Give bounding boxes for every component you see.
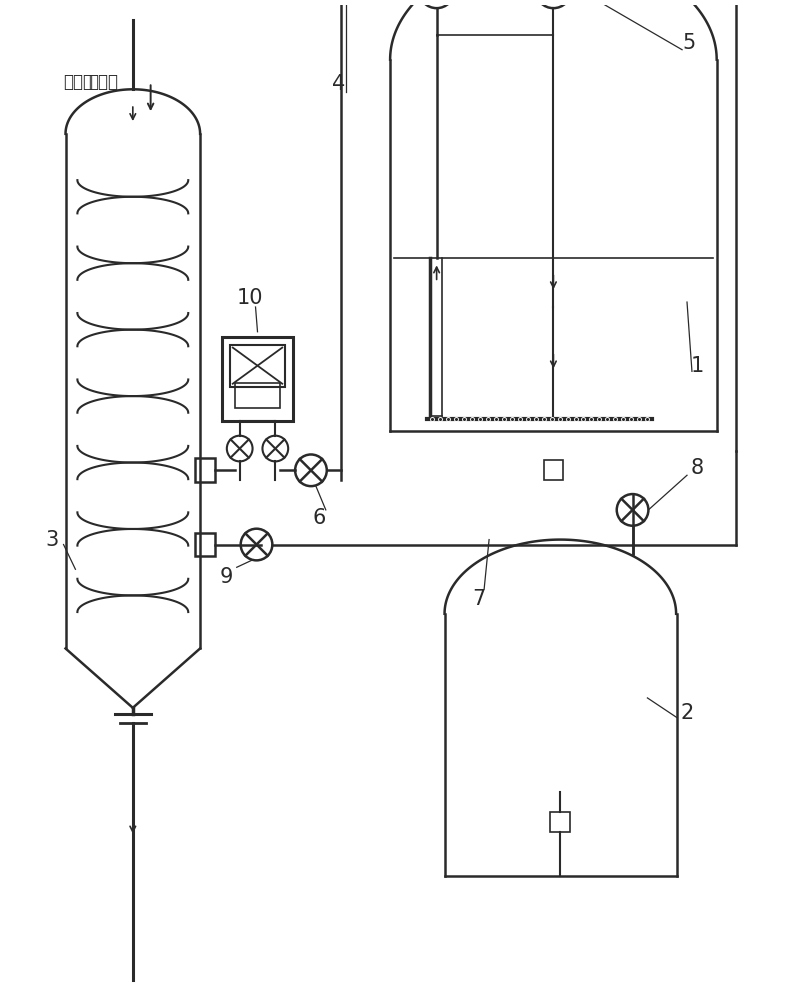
- Text: 2: 2: [679, 703, 693, 723]
- Bar: [229, 345, 285, 387]
- Text: 9: 9: [219, 567, 233, 587]
- Text: 6: 6: [312, 508, 325, 528]
- Bar: [234, 383, 280, 408]
- Bar: [549, 812, 569, 832]
- Bar: [195, 458, 215, 482]
- Text: 7: 7: [472, 589, 485, 609]
- Bar: [543, 460, 562, 480]
- Text: 3: 3: [45, 530, 59, 550]
- Text: 导热油: 导热油: [88, 73, 118, 91]
- Text: 4: 4: [331, 74, 345, 94]
- Bar: [221, 337, 293, 421]
- Bar: [195, 533, 215, 556]
- Text: 1: 1: [690, 356, 703, 376]
- Text: 10: 10: [236, 288, 262, 308]
- Text: 5: 5: [682, 33, 695, 53]
- Text: 8: 8: [690, 458, 703, 478]
- Text: 导热油: 导热油: [63, 73, 93, 91]
